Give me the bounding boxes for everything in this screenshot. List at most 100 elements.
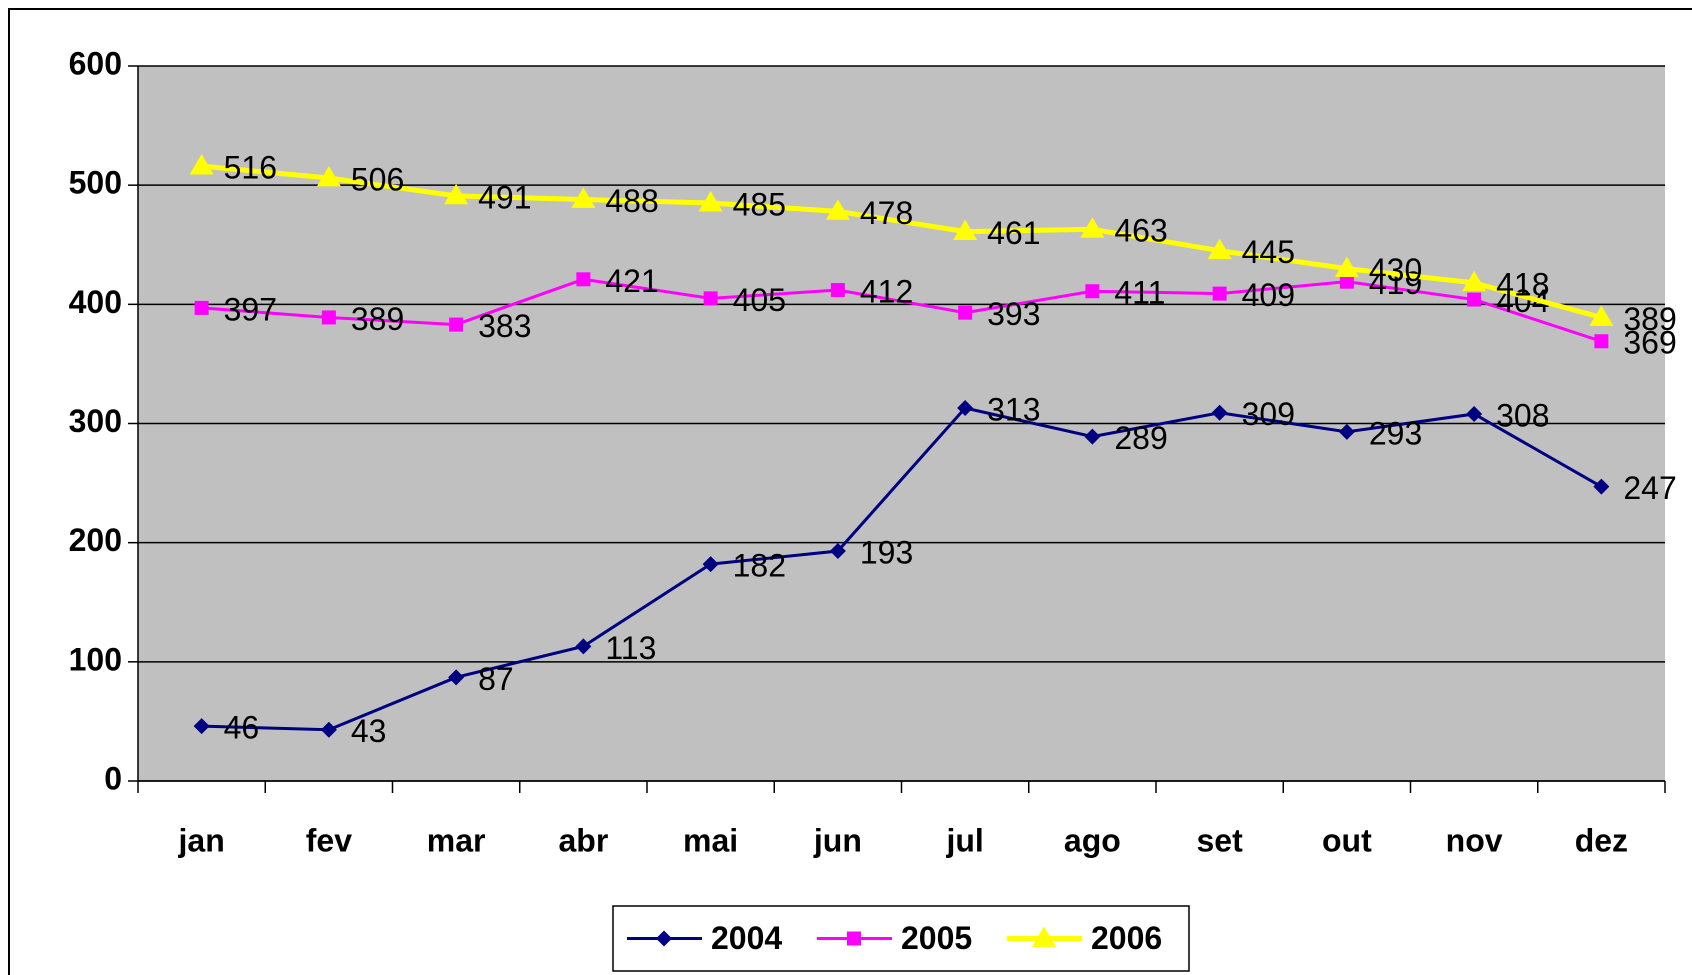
data-label: 478 [860, 195, 913, 231]
marker [1339, 274, 1354, 289]
data-label: 383 [478, 308, 531, 344]
data-label: 389 [1623, 301, 1676, 337]
marker [1462, 270, 1487, 292]
data-label: 409 [1242, 277, 1295, 313]
x-tick-label: ago [1064, 822, 1121, 858]
series-line [201, 406, 1603, 732]
marker [571, 187, 596, 208]
x-tick-label: jun [813, 822, 862, 858]
data-label: 293 [1369, 415, 1422, 451]
y-tick-label: 400 [69, 284, 122, 320]
marker [576, 272, 591, 287]
marker [957, 400, 974, 417]
marker [1085, 284, 1100, 299]
marker [189, 154, 214, 175]
legend-box [612, 905, 1190, 972]
series-line [201, 277, 1602, 343]
data-label: 485 [733, 186, 786, 222]
marker [953, 219, 978, 241]
data-label: 308 [1496, 397, 1549, 433]
y-tick-label: 500 [69, 165, 122, 201]
data-label: 289 [1114, 420, 1167, 456]
marker [1466, 405, 1483, 422]
marker [698, 191, 723, 212]
data-label: 430 [1369, 252, 1422, 288]
marker [1212, 286, 1227, 301]
marker [1207, 238, 1232, 260]
data-label: 87 [478, 661, 514, 697]
data-label: 445 [1242, 234, 1295, 270]
marker [1084, 428, 1101, 445]
marker [703, 291, 718, 306]
data-label: 182 [733, 548, 786, 584]
data-label: 488 [605, 183, 658, 219]
data-label: 411 [1114, 275, 1165, 311]
data-label: 506 [351, 161, 404, 197]
data-label: 393 [987, 296, 1040, 332]
marker [321, 310, 336, 325]
data-label: 247 [1623, 470, 1676, 506]
x-tick-label: jan [178, 822, 225, 858]
data-label: 313 [987, 391, 1040, 427]
data-label: 418 [1496, 266, 1549, 302]
data-label: 43 [351, 713, 387, 749]
marker [825, 199, 850, 220]
y-tick-label: 600 [69, 45, 122, 81]
marker [847, 931, 861, 946]
x-tick-label: jul [945, 822, 983, 858]
x-tick-label: mar [427, 822, 486, 858]
x-tick-label: abr [558, 822, 608, 858]
marker [958, 305, 973, 320]
data-label: 193 [860, 534, 913, 570]
x-tick-label: out [1322, 822, 1372, 858]
marker [575, 638, 592, 655]
marker [1338, 423, 1355, 440]
marker [829, 543, 846, 560]
marker [1594, 334, 1609, 349]
marker [316, 166, 341, 187]
legend-label: 2005 [901, 920, 972, 956]
y-tick-label: 100 [69, 641, 122, 677]
marker [194, 300, 209, 315]
marker [1080, 217, 1105, 238]
data-label: 389 [351, 301, 404, 337]
marker [193, 718, 210, 735]
x-tick-label: nov [1446, 822, 1503, 858]
data-label: 405 [733, 282, 786, 318]
marker [702, 556, 719, 573]
data-label: 397 [224, 291, 277, 327]
data-label: 463 [1114, 213, 1167, 249]
marker [656, 930, 672, 947]
x-tick-label: mai [683, 822, 738, 858]
x-tick-label: fev [306, 822, 352, 858]
marker [1467, 292, 1482, 307]
data-label: 491 [478, 179, 531, 215]
y-tick-label: 300 [69, 403, 122, 439]
marker [1334, 256, 1359, 277]
marker [1589, 305, 1614, 326]
data-label: 412 [860, 273, 913, 309]
legend-label: 2004 [711, 920, 782, 956]
legend-label: 2006 [1091, 920, 1162, 956]
y-tick-label: 200 [69, 522, 122, 558]
marker [1032, 926, 1056, 947]
data-label: 421 [605, 263, 658, 299]
marker [444, 183, 469, 205]
marker [830, 283, 845, 298]
data-label: 461 [987, 215, 1040, 251]
series-line [201, 163, 1603, 320]
marker [1593, 478, 1610, 495]
data-label: 113 [605, 630, 656, 666]
data-label: 516 [224, 150, 277, 186]
data-label: 309 [1242, 396, 1295, 432]
marker [1211, 404, 1228, 421]
data-label: 46 [224, 710, 260, 746]
marker [320, 721, 337, 738]
x-tick-label: set [1197, 822, 1244, 858]
x-tick-label: dez [1575, 822, 1628, 858]
marker [448, 669, 465, 686]
data-label: 369 [1623, 325, 1676, 361]
marker [449, 317, 464, 332]
